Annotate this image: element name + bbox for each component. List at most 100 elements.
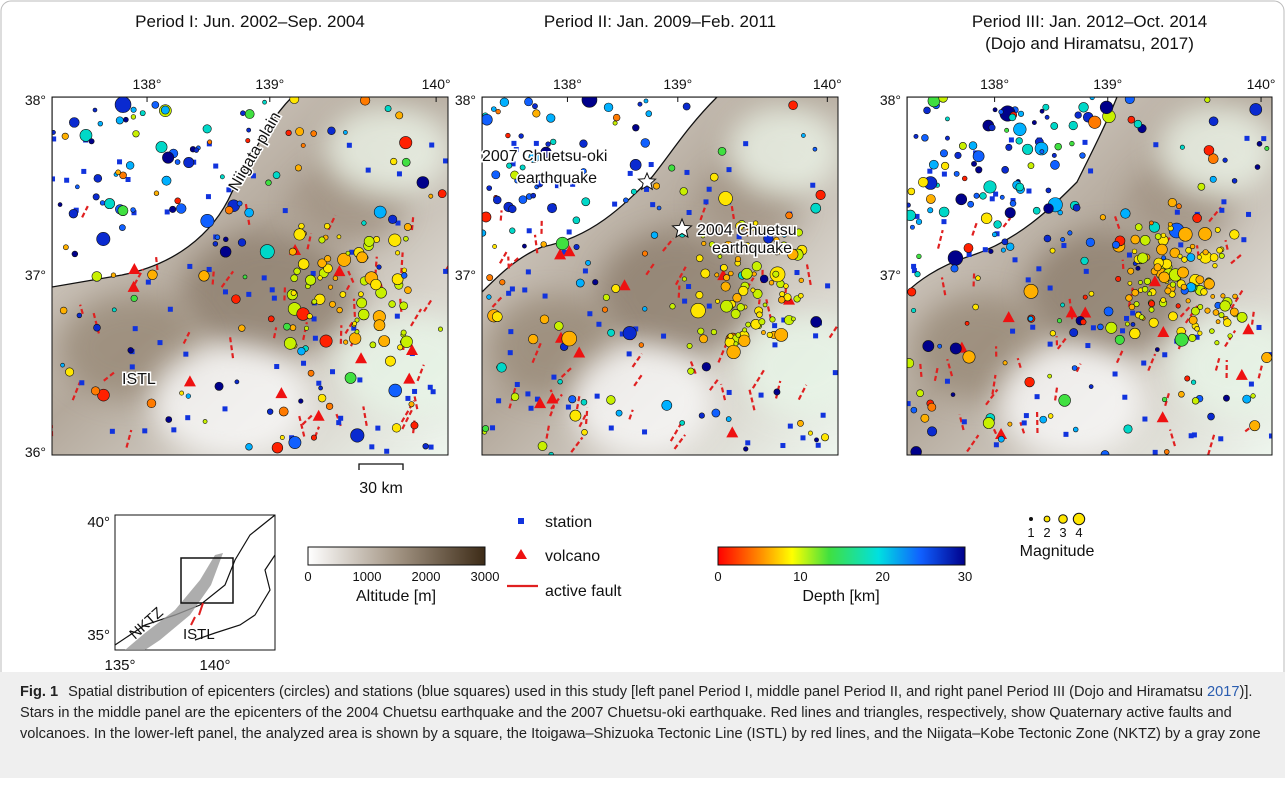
epicenter <box>487 295 492 300</box>
epicenter <box>1124 425 1132 433</box>
epicenter <box>238 239 246 247</box>
epicenter <box>751 288 755 292</box>
epicenter <box>500 98 509 107</box>
epicenter <box>268 316 274 322</box>
epicenter <box>1155 348 1159 352</box>
epicenter <box>324 223 330 229</box>
epicenter <box>358 309 369 320</box>
epicenter <box>1161 233 1166 238</box>
station <box>704 199 709 204</box>
station <box>375 426 380 431</box>
epicenter <box>733 293 742 302</box>
epicenter <box>403 236 408 241</box>
station <box>707 304 712 309</box>
epicenter <box>438 327 442 331</box>
epicenter <box>641 139 650 148</box>
epicenter <box>1182 257 1188 263</box>
epicenter <box>993 108 997 112</box>
epicenter <box>396 112 403 119</box>
epicenter <box>917 254 922 259</box>
epicenter <box>1100 215 1106 221</box>
epicenter <box>808 431 812 435</box>
epicenter <box>1168 198 1176 206</box>
epicenter <box>1161 297 1166 302</box>
epicenter <box>1050 248 1055 253</box>
station <box>990 196 995 201</box>
epicenter <box>279 407 288 416</box>
epicenter <box>1190 244 1195 249</box>
epicenter <box>1006 243 1014 251</box>
epicenter <box>1221 294 1225 298</box>
x-tick-label: 138° <box>553 76 582 92</box>
epicenter <box>964 243 973 252</box>
epicenter <box>260 245 274 259</box>
epicenter <box>612 284 620 292</box>
epicenter <box>409 402 414 407</box>
epicenter <box>509 228 515 234</box>
epicenter <box>1191 307 1199 315</box>
epicenter <box>291 290 296 295</box>
epicenter <box>604 103 613 112</box>
station <box>526 269 531 274</box>
epicenter <box>1005 208 1015 218</box>
epicenter <box>299 399 304 404</box>
epicenter <box>389 384 402 397</box>
epicenter <box>774 389 780 395</box>
epicenter <box>1149 301 1155 307</box>
epicenter <box>94 174 102 182</box>
epicenter <box>355 330 359 334</box>
x-tick-label: 140° <box>813 76 842 92</box>
epicenter <box>296 127 304 135</box>
epicenter <box>299 223 305 229</box>
station <box>707 187 712 192</box>
epicenter <box>491 107 496 112</box>
epicenter <box>291 275 298 282</box>
epicenter <box>1061 237 1065 241</box>
epicenter <box>547 203 556 212</box>
station <box>628 171 633 176</box>
station <box>316 381 321 386</box>
station <box>496 398 501 403</box>
epicenter <box>712 409 720 417</box>
station <box>168 307 173 312</box>
caption-text: Spatial distribution of epicenters (circ… <box>68 684 1207 700</box>
epicenter <box>1070 141 1075 146</box>
station <box>566 405 571 410</box>
epicenter <box>821 434 828 441</box>
epicenter <box>1149 318 1158 327</box>
station <box>1010 329 1015 334</box>
epicenter <box>479 230 485 236</box>
terrain-shade <box>325 105 452 197</box>
epicenter <box>999 110 1004 115</box>
epicenter <box>607 396 616 405</box>
symbol-label: station <box>545 514 592 531</box>
epicenter <box>199 271 210 282</box>
epicenter <box>1016 183 1024 191</box>
epicenter <box>1181 284 1187 290</box>
epicenter <box>175 198 181 204</box>
epicenter <box>245 109 254 118</box>
station <box>1022 420 1027 425</box>
station <box>1153 142 1158 147</box>
station <box>110 429 115 434</box>
epicenter <box>100 201 105 206</box>
station <box>171 427 176 432</box>
epicenter <box>487 186 492 191</box>
station <box>687 210 692 215</box>
epicenter <box>799 278 804 283</box>
epicenter <box>152 101 159 108</box>
citation-link[interactable]: 2017 <box>1207 684 1239 700</box>
terrain-shade <box>738 314 866 417</box>
epicenter <box>1203 250 1208 255</box>
epicenter <box>1048 414 1053 419</box>
epicenter <box>968 201 974 207</box>
station <box>1142 417 1147 422</box>
epicenter <box>404 223 411 230</box>
epicenter <box>726 417 731 422</box>
epicenter <box>538 442 547 451</box>
altitude-label: Altitude [m] <box>356 588 436 605</box>
map-annotation: 2007 Chuetsu-oki <box>482 148 607 165</box>
epicenter <box>1157 244 1168 255</box>
station <box>313 336 318 341</box>
epicenter <box>353 321 357 325</box>
